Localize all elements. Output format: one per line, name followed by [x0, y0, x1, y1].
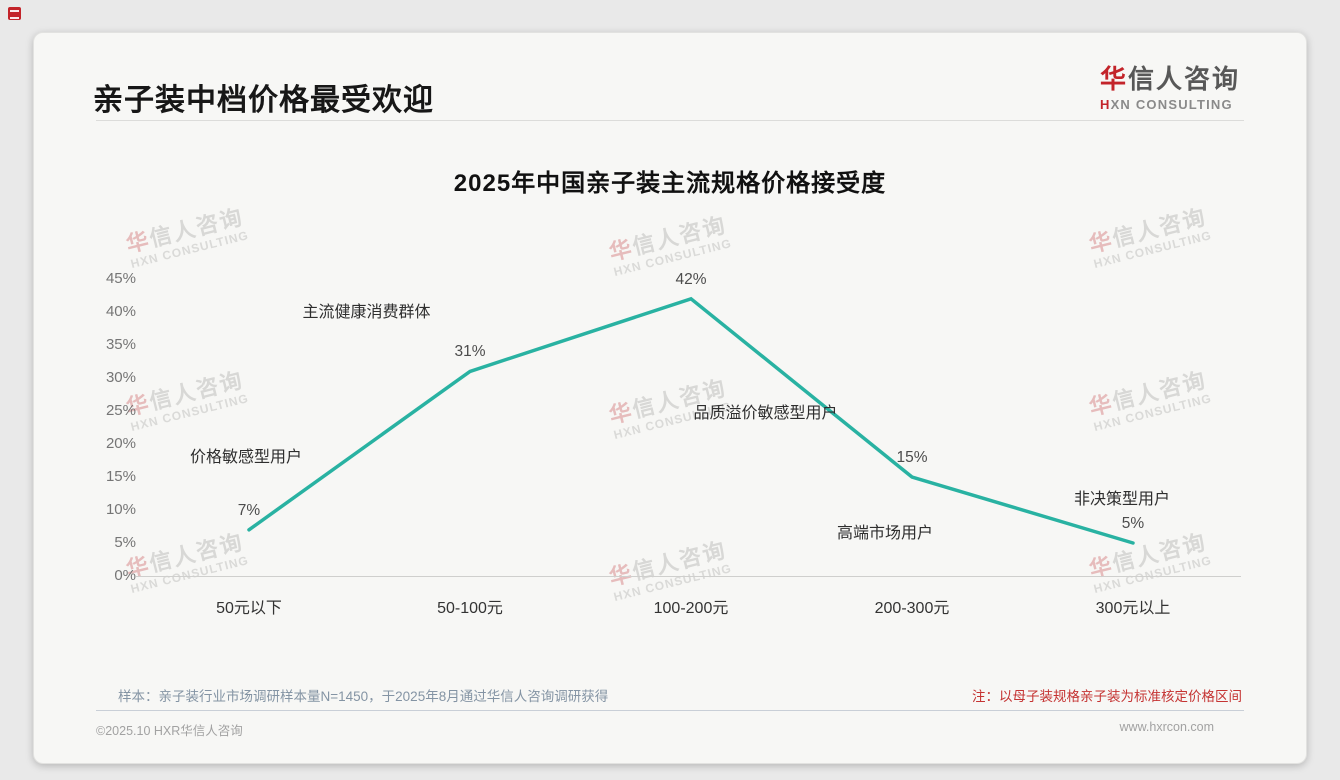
- page-title: 亲子装中档价格最受欢迎: [93, 84, 434, 117]
- x-axis-label: 50-100元: [437, 600, 503, 617]
- x-axis-label: 50元以下: [216, 600, 282, 617]
- y-axis-tick: 30%: [105, 369, 136, 386]
- data-label: 31%: [454, 343, 486, 361]
- y-axis-tick: 10%: [105, 501, 136, 518]
- segment-annotation: 高端市场用户: [836, 525, 933, 542]
- y-axis-tick: 20%: [105, 435, 136, 452]
- header-divider: [96, 120, 1244, 121]
- data-label: 42%: [675, 270, 707, 288]
- trend-line-svg: [247, 296, 1135, 545]
- chart-title: 2025年中国亲子装主流规格价格接受度: [453, 170, 887, 197]
- segment-annotation: 价格敏感型用户: [189, 449, 302, 466]
- segment-annotation: 非决策型用户: [1073, 491, 1170, 508]
- data-label: 5%: [1121, 515, 1145, 532]
- y-axis-tick: 40%: [105, 303, 136, 320]
- logo-english-text: HXN CONSULTING: [1099, 97, 1233, 112]
- y-axis-tick: 25%: [105, 402, 136, 419]
- website-url: www.hxrcon.com: [1119, 720, 1214, 734]
- corner-brand-icon: [8, 7, 21, 20]
- y-axis-tick: 45%: [105, 270, 136, 287]
- report-slide: 亲子装中档价格最受欢迎 华信人咨询 HXN CONSULTING 华信人咨询 HX…: [33, 32, 1307, 764]
- y-axis-tick: 15%: [105, 468, 136, 485]
- footer-divider: [96, 710, 1244, 711]
- segment-annotation: 主流健康消费群体: [302, 304, 431, 321]
- price-basis-note: 注：以母子装规格亲子装为标准核定价格区间: [972, 689, 1242, 704]
- y-axis-tick: 5%: [114, 534, 136, 551]
- trend-line: [247, 296, 1135, 545]
- line-chart: 45% 40% 35% 30% 25% 20% 15% 10% 5% 0% 7%…: [96, 256, 1246, 626]
- y-axis-tick: 35%: [105, 336, 136, 353]
- copyright-text: ©2025.10 HXR华信人咨询: [96, 724, 243, 738]
- data-label: 7%: [237, 501, 261, 519]
- x-axis-label: 300元以上: [1095, 600, 1171, 617]
- sample-note: 样本：亲子装行业市场调研样本量N=1450，于2025年8月通过华信人咨询调研获…: [118, 689, 609, 704]
- company-logo: 华信人咨询 HXN CONSULTING: [1100, 59, 1240, 112]
- x-axis-label: 200-300元: [874, 600, 950, 617]
- logo-chinese-text: 华信人咨询: [1099, 64, 1240, 94]
- segment-annotation: 品质溢价敏感型用户: [693, 405, 838, 422]
- x-axis-line: [136, 576, 1241, 577]
- x-axis-label: 100-200元: [653, 600, 729, 617]
- data-label: 15%: [896, 449, 928, 466]
- y-axis-tick: 0%: [114, 567, 136, 584]
